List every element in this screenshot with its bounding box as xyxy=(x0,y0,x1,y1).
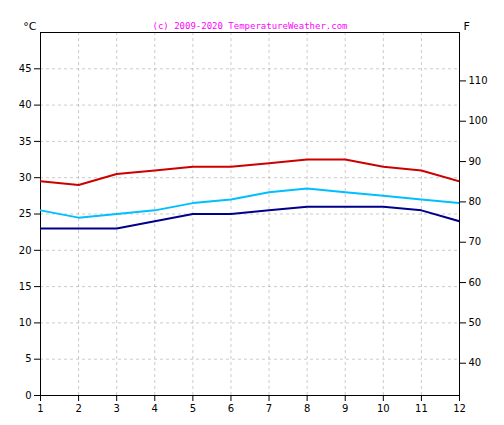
svg-text:25: 25 xyxy=(19,208,32,219)
svg-text:4: 4 xyxy=(152,403,158,414)
svg-text:5: 5 xyxy=(25,353,31,364)
svg-text:9: 9 xyxy=(342,403,348,414)
svg-text:7: 7 xyxy=(266,403,272,414)
svg-text:60: 60 xyxy=(469,277,482,288)
svg-text:5: 5 xyxy=(190,403,196,414)
svg-text:2: 2 xyxy=(75,403,81,414)
svg-text:6: 6 xyxy=(228,403,234,414)
svg-text:50: 50 xyxy=(469,317,482,328)
svg-text:10: 10 xyxy=(377,403,390,414)
svg-text:11: 11 xyxy=(415,403,428,414)
svg-text:20: 20 xyxy=(19,245,32,256)
svg-text:30: 30 xyxy=(19,172,32,183)
svg-text:40: 40 xyxy=(19,99,32,110)
svg-text:45: 45 xyxy=(19,63,32,74)
svg-text:110: 110 xyxy=(469,75,488,86)
svg-text:70: 70 xyxy=(469,236,482,247)
svg-text:35: 35 xyxy=(19,136,32,147)
svg-text:12: 12 xyxy=(453,403,466,414)
svg-text:1: 1 xyxy=(37,403,43,414)
svg-text:40: 40 xyxy=(469,357,482,368)
svg-text:90: 90 xyxy=(469,156,482,167)
svg-text:15: 15 xyxy=(19,281,32,292)
svg-text:80: 80 xyxy=(469,196,482,207)
svg-text:0: 0 xyxy=(25,390,31,401)
svg-text:°C: °C xyxy=(23,20,37,33)
svg-text:(c) 2009-2020 TemperatureWeath: (c) 2009-2020 TemperatureWeather.com xyxy=(152,21,347,31)
svg-text:8: 8 xyxy=(304,403,310,414)
svg-text:100: 100 xyxy=(469,115,488,126)
svg-text:3: 3 xyxy=(113,403,119,414)
svg-text:10: 10 xyxy=(19,317,32,328)
svg-text:F: F xyxy=(464,20,470,33)
